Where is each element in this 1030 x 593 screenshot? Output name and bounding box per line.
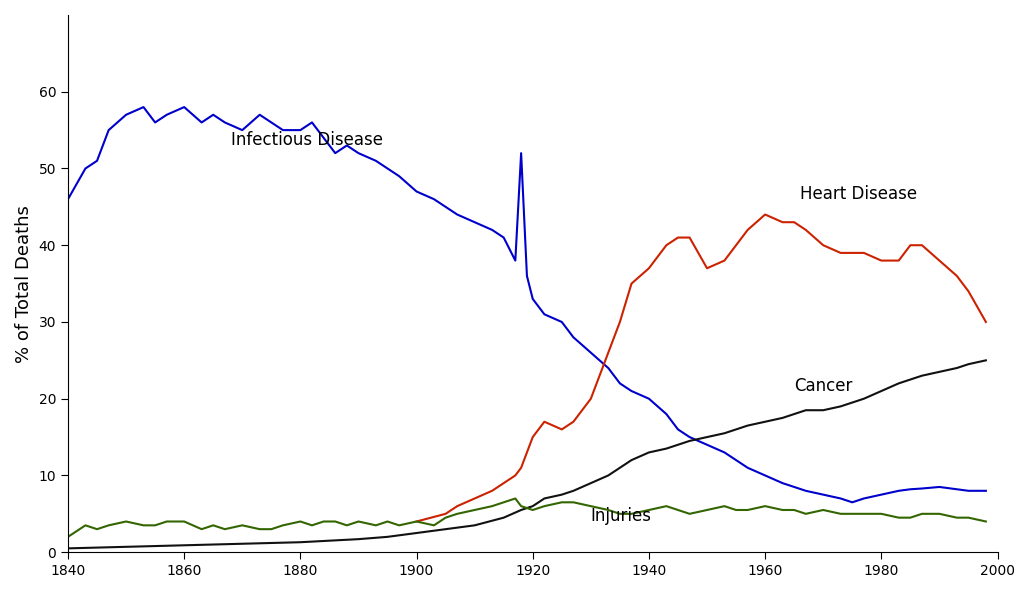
Text: Heart Disease: Heart Disease <box>800 185 917 203</box>
Text: Infectious Disease: Infectious Disease <box>231 132 383 149</box>
Y-axis label: % of Total Deaths: % of Total Deaths <box>15 205 33 362</box>
Text: Injuries: Injuries <box>591 508 652 525</box>
Text: Cancer: Cancer <box>794 377 853 395</box>
